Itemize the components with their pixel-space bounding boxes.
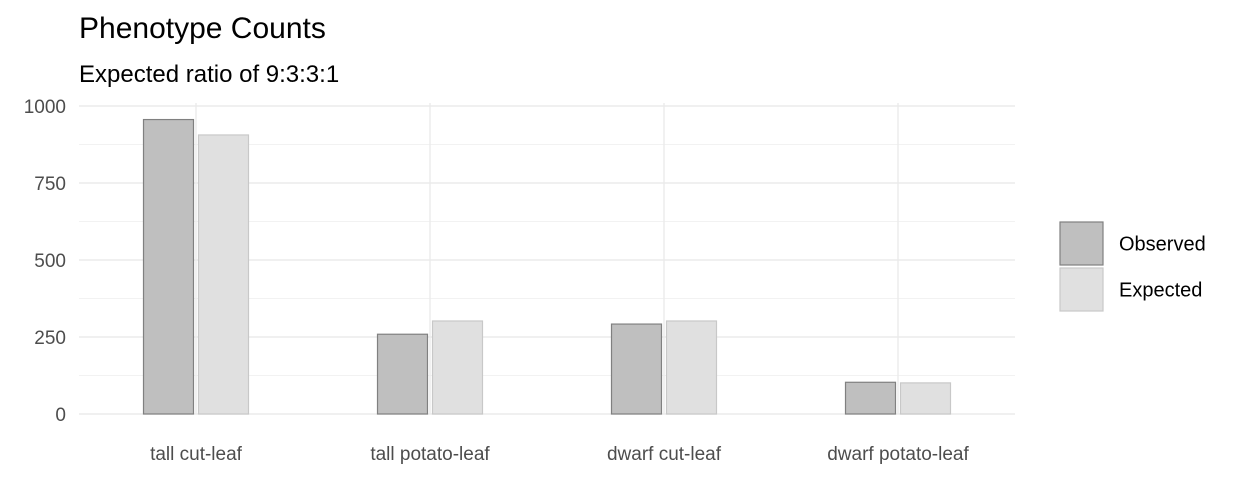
bar-expected (197, 134, 250, 415)
bar-expected (899, 382, 952, 415)
legend-key-expected (1059, 267, 1104, 312)
bar-observed (142, 118, 195, 415)
y-tick-label: 500 (34, 251, 66, 272)
bar-expected (431, 320, 484, 415)
x-tick-label: tall potato-leaf (370, 444, 490, 465)
legend-label-expected: Expected (1119, 280, 1202, 302)
chart-title: Phenotype Counts (79, 12, 326, 45)
x-tick-label: tall cut-leaf (150, 444, 243, 465)
y-tick-label: 0 (55, 405, 66, 426)
y-tick-label: 250 (34, 328, 66, 349)
bar-observed (610, 323, 663, 415)
legend-label-observed: Observed (1119, 234, 1206, 256)
y-tick-label: 750 (34, 174, 66, 195)
bar-observed (376, 333, 429, 415)
bar-observed (844, 381, 897, 415)
legend-key-observed (1059, 221, 1104, 266)
bar-expected (665, 320, 718, 415)
y-tick-label: 1000 (24, 97, 66, 118)
chart-subtitle: Expected ratio of 9:3:3:1 (79, 61, 340, 88)
x-tick-label: dwarf cut-leaf (607, 444, 722, 465)
x-tick-label: dwarf potato-leaf (827, 444, 969, 465)
